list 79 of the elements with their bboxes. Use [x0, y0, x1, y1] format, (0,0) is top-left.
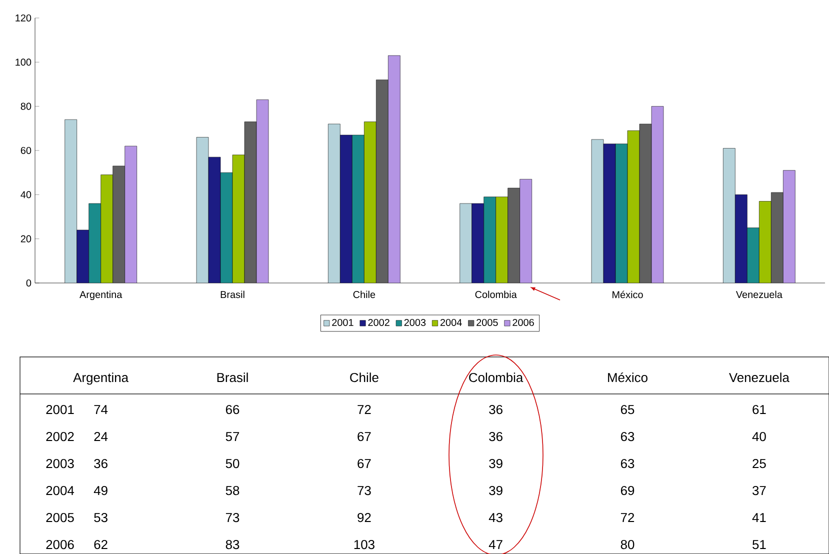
text: 2005: [46, 512, 74, 522]
bar: [340, 134, 352, 283]
text: 2004: [46, 486, 74, 496]
bar: [352, 134, 364, 283]
category-label: México: [608, 372, 648, 382]
data-label: 65: [620, 404, 634, 414]
category-label: Colombia: [469, 372, 524, 382]
text: 2003: [46, 458, 74, 468]
data-label: 49: [94, 486, 108, 496]
text: 2006: [46, 540, 74, 550]
data-label: 24: [94, 432, 108, 441]
data-label: 39: [489, 458, 502, 468]
data-label: 92: [358, 512, 371, 522]
legend-label: 2005: [476, 318, 498, 326]
bar: [735, 194, 748, 283]
y-tick-label: 20: [20, 235, 32, 242]
bar: [208, 156, 221, 283]
data-label: 43: [488, 512, 502, 522]
data-label: 25: [752, 458, 766, 468]
y-tick-label: 40: [20, 191, 32, 198]
data-label: 58: [226, 486, 240, 496]
bar: [747, 228, 760, 283]
bar: [76, 230, 89, 283]
data-label: 36: [94, 458, 108, 468]
x-tick-label: Colombia: [475, 290, 517, 298]
data-label: 47: [488, 540, 502, 549]
data-label: 103: [354, 540, 374, 550]
data-label: 72: [358, 404, 371, 414]
data-label: 57: [226, 432, 240, 442]
data-label: 62: [94, 540, 108, 550]
bar: [603, 144, 616, 283]
legend-label: 2006: [512, 318, 534, 326]
data-label: 63: [620, 432, 634, 442]
x-tick-label: Argentina: [80, 290, 122, 300]
data-label: 67: [358, 432, 371, 442]
category-label: Chile: [350, 372, 378, 382]
bar: [484, 196, 496, 283]
y-tick-label: 100: [16, 58, 32, 66]
data-label: 67: [358, 458, 371, 468]
bar: [220, 172, 233, 283]
x-tick-label: Venezuela: [736, 290, 782, 298]
data-label: 73: [226, 512, 240, 522]
data-label: 61: [752, 404, 766, 414]
data-label: 74: [94, 405, 108, 414]
data-label: 36: [489, 404, 502, 414]
data-label: 66: [226, 404, 240, 414]
y-tick-label: 0: [26, 279, 32, 287]
y-tick-label: 120: [16, 14, 32, 22]
data-label: 50: [226, 458, 240, 468]
x-tick-label: Chile: [353, 290, 376, 298]
legend-label: 2002: [368, 318, 390, 326]
x-tick-label: México: [612, 290, 643, 298]
bar: [472, 203, 484, 283]
data-label: 53: [94, 512, 108, 522]
data-label: 37: [752, 486, 766, 496]
data-label: 36: [489, 432, 502, 442]
text: 2001: [46, 404, 74, 414]
bar: [615, 144, 628, 283]
category-label: Brasil: [217, 372, 248, 382]
data-label: 80: [620, 540, 634, 550]
text: 2002: [46, 432, 74, 442]
category-label: Argentina: [73, 372, 129, 385]
y-tick-label: 60: [20, 146, 32, 154]
y-tick-label: 80: [20, 102, 32, 110]
x-tick-label: Brasil: [220, 290, 244, 298]
data-label: 72: [620, 512, 634, 522]
data-label: 41: [752, 513, 766, 522]
legend-label: 2003: [404, 318, 426, 326]
data-label: 63: [620, 458, 634, 468]
data-label: 83: [226, 540, 240, 550]
data-label: 40: [752, 432, 766, 442]
data-label: 73: [358, 486, 371, 496]
data-label: 39: [489, 486, 502, 496]
legend-label: 2004: [440, 318, 462, 326]
legend-label: 2001: [332, 318, 354, 326]
data-label: 51: [752, 540, 766, 550]
data-label: 69: [620, 486, 634, 496]
category-label: Venezuela: [729, 372, 790, 382]
bar: [88, 203, 101, 283]
